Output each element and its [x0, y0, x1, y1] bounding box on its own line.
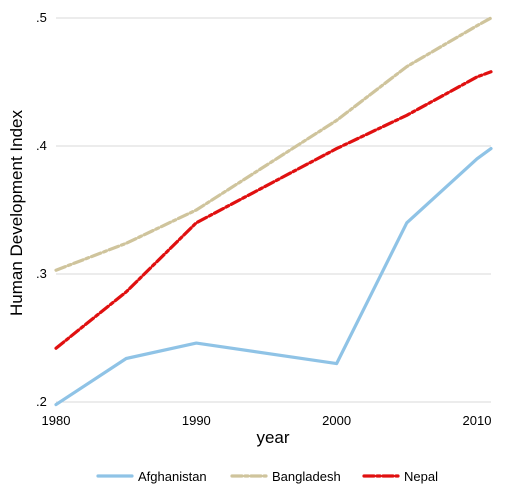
- legend-label-bangladesh: Bangladesh: [272, 469, 341, 484]
- series-lines: [54, 16, 493, 407]
- y-tick-label: .2: [36, 394, 47, 409]
- grid-lines: [56, 17, 491, 403]
- x-axis-label: year: [256, 428, 289, 447]
- series-line-afghanistan: [54, 147, 493, 407]
- legend-label-afghanistan: Afghanistan: [138, 469, 207, 484]
- y-tick-labels: .2 .3 .4 .5: [36, 10, 47, 409]
- legend-label-nepal: Nepal: [404, 469, 438, 484]
- x-tick-label: 1990: [182, 413, 211, 428]
- y-tick-label: .5: [36, 10, 47, 25]
- series-line-bangladesh: [54, 16, 493, 272]
- y-tick-label: .4: [36, 138, 47, 153]
- series-line-nepal: [54, 70, 493, 350]
- y-axis-label: Human Development Index: [7, 110, 26, 317]
- legend: Afghanistan Bangladesh Nepal: [96, 469, 438, 484]
- x-tick-label: 2010: [463, 413, 492, 428]
- y-tick-label: .3: [36, 266, 47, 281]
- x-tick-labels: 1980 1990 2000 2010: [42, 413, 492, 428]
- x-tick-label: 2000: [322, 413, 351, 428]
- x-tick-label: 1980: [42, 413, 71, 428]
